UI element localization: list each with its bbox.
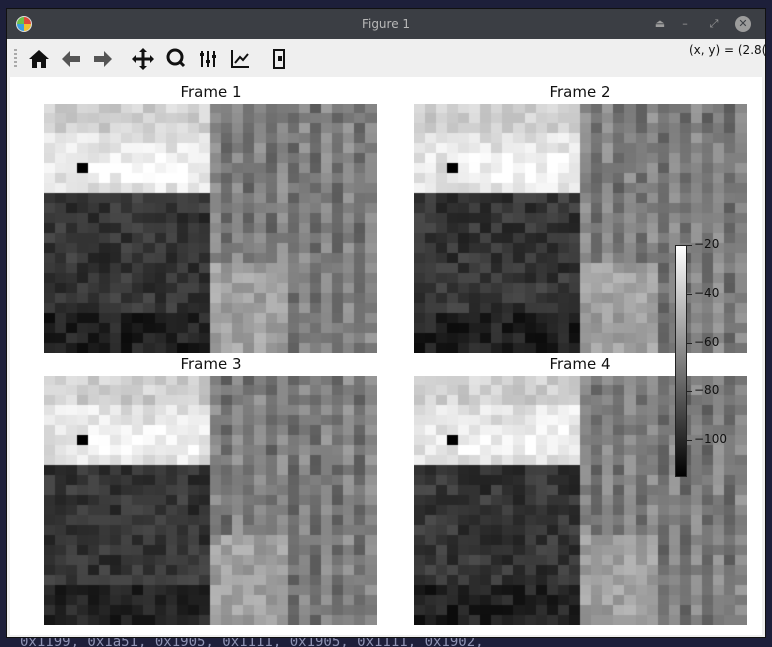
colorbar-tick [687,294,692,295]
figure-canvas: Frame 1 Frame 2 Frame 3 Frame 4 −20 −40 … [10,77,762,635]
window-title: Figure 1 [361,17,411,31]
pan-icon[interactable] [129,45,157,73]
frame-title: Frame 1 [180,83,242,101]
matplotlib-app-icon [16,16,32,32]
colorbar-tick-label: −60 [694,335,720,349]
frame-title: Frame 2 [549,83,611,101]
colorbar-tick [687,440,692,441]
colorbar-tick-label: −40 [694,286,720,300]
back-icon[interactable] [57,45,85,73]
shade-window-icon[interactable]: ⏏ [654,17,666,30]
colorbar [675,245,687,477]
save-icon[interactable] [265,45,293,73]
heatmap-frame-1[interactable] [44,104,377,353]
colorbar-tick [687,343,692,344]
colorbar-tick-label: −100 [694,432,727,446]
heatmap-frame-4[interactable] [414,376,747,625]
cursor-coordinates: (x, y) = (2.8( [689,43,765,57]
colorbar-tick [687,391,692,392]
maximize-window-icon[interactable]: ⤢ [709,17,719,30]
colorbar-tick-label: −80 [694,383,720,397]
zoom-icon[interactable] [162,45,190,73]
edit-axes-icon[interactable] [226,45,254,73]
colorbar-tick [687,245,692,246]
frame-title: Frame 3 [180,355,242,373]
close-window-icon[interactable]: ✕ [735,16,751,32]
subplots-icon[interactable] [194,45,222,73]
title-bar: Figure 1 ⏏ – ⤢ ✕ [7,9,765,39]
toolbar-grip[interactable] [14,49,17,67]
colorbar-tick-label: −20 [694,237,720,251]
figure-window: Figure 1 ⏏ – ⤢ ✕ (x, y) = (2.8( [6,8,766,638]
frame-title: Frame 4 [549,355,611,373]
forward-icon[interactable] [89,45,117,73]
home-icon[interactable] [25,45,53,73]
navigation-toolbar [7,39,765,77]
heatmap-frame-3[interactable] [44,376,377,625]
minimize-window-icon[interactable]: – [682,17,688,30]
heatmap-frame-2[interactable] [414,104,747,353]
